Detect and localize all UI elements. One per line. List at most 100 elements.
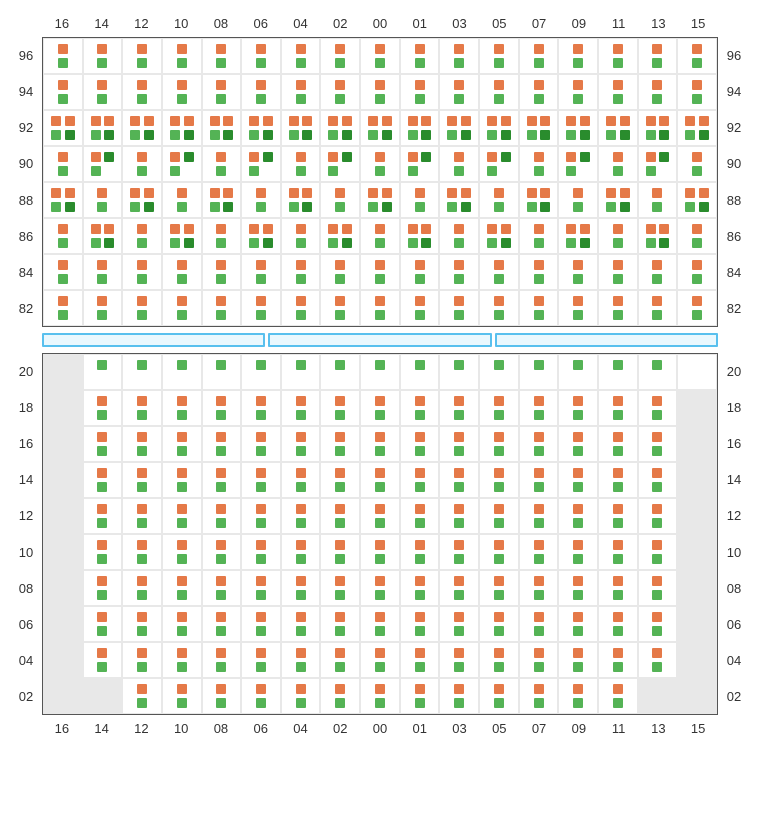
seat-cell[interactable] — [122, 606, 162, 642]
seat-cell[interactable] — [677, 570, 717, 606]
seat-cell[interactable] — [677, 606, 717, 642]
seat-cell[interactable] — [479, 110, 519, 146]
seat-cell[interactable] — [400, 290, 440, 326]
seat-cell[interactable] — [558, 462, 598, 498]
seat-cell[interactable] — [598, 146, 638, 182]
seat-cell[interactable] — [439, 218, 479, 254]
seat-cell[interactable] — [122, 498, 162, 534]
seat-cell[interactable] — [202, 462, 242, 498]
seat-cell[interactable] — [360, 534, 400, 570]
seat-cell[interactable] — [320, 38, 360, 74]
seat-cell[interactable] — [677, 354, 717, 390]
seat-cell[interactable] — [320, 390, 360, 426]
seat-cell[interactable] — [43, 390, 83, 426]
seat-cell[interactable] — [558, 290, 598, 326]
seat-cell[interactable] — [202, 390, 242, 426]
seat-cell[interactable] — [320, 254, 360, 290]
seat-cell[interactable] — [162, 570, 202, 606]
seat-cell[interactable] — [83, 74, 123, 110]
seat-cell[interactable] — [558, 218, 598, 254]
seat-cell[interactable] — [638, 110, 678, 146]
seat-cell[interactable] — [320, 606, 360, 642]
seat-cell[interactable] — [360, 254, 400, 290]
seat-cell[interactable] — [320, 218, 360, 254]
seat-cell[interactable] — [281, 146, 321, 182]
seat-cell[interactable] — [479, 498, 519, 534]
seat-cell[interactable] — [479, 390, 519, 426]
seat-cell[interactable] — [519, 498, 559, 534]
seat-cell[interactable] — [281, 462, 321, 498]
seat-cell[interactable] — [83, 642, 123, 678]
seat-cell[interactable] — [638, 38, 678, 74]
seat-cell[interactable] — [558, 498, 598, 534]
seat-cell[interactable] — [638, 74, 678, 110]
seat-cell[interactable] — [638, 426, 678, 462]
seat-cell[interactable] — [439, 254, 479, 290]
seat-cell[interactable] — [677, 426, 717, 462]
seat-cell[interactable] — [122, 218, 162, 254]
seat-cell[interactable] — [241, 606, 281, 642]
seat-cell[interactable] — [281, 498, 321, 534]
seat-cell[interactable] — [439, 390, 479, 426]
seat-cell[interactable] — [558, 534, 598, 570]
seat-cell[interactable] — [202, 642, 242, 678]
seat-cell[interactable] — [43, 110, 83, 146]
seat-cell[interactable] — [558, 390, 598, 426]
seat-cell[interactable] — [162, 462, 202, 498]
seat-cell[interactable] — [677, 390, 717, 426]
seat-cell[interactable] — [519, 678, 559, 714]
seat-cell[interactable] — [83, 426, 123, 462]
seat-cell[interactable] — [598, 462, 638, 498]
seat-cell[interactable] — [202, 110, 242, 146]
seat-cell[interactable] — [598, 110, 638, 146]
seat-cell[interactable] — [122, 678, 162, 714]
seat-cell[interactable] — [439, 110, 479, 146]
seat-cell[interactable] — [400, 38, 440, 74]
seat-cell[interactable] — [83, 390, 123, 426]
seat-cell[interactable] — [519, 254, 559, 290]
seat-cell[interactable] — [83, 354, 123, 390]
seat-cell[interactable] — [439, 354, 479, 390]
seat-cell[interactable] — [558, 182, 598, 218]
seat-cell[interactable] — [281, 218, 321, 254]
seat-cell[interactable] — [202, 290, 242, 326]
seat-cell[interactable] — [439, 182, 479, 218]
seat-cell[interactable] — [479, 38, 519, 74]
seat-cell[interactable] — [122, 570, 162, 606]
seat-cell[interactable] — [439, 678, 479, 714]
seat-cell[interactable] — [400, 110, 440, 146]
seat-cell[interactable] — [202, 678, 242, 714]
seat-cell[interactable] — [43, 642, 83, 678]
seat-cell[interactable] — [677, 462, 717, 498]
seat-cell[interactable] — [122, 254, 162, 290]
seat-cell[interactable] — [439, 462, 479, 498]
seat-cell[interactable] — [598, 570, 638, 606]
seat-cell[interactable] — [241, 74, 281, 110]
seat-cell[interactable] — [677, 218, 717, 254]
seat-cell[interactable] — [439, 38, 479, 74]
seat-cell[interactable] — [638, 354, 678, 390]
seat-cell[interactable] — [400, 426, 440, 462]
seat-cell[interactable] — [360, 110, 400, 146]
seat-cell[interactable] — [320, 290, 360, 326]
seat-cell[interactable] — [360, 390, 400, 426]
seat-cell[interactable] — [162, 390, 202, 426]
seat-cell[interactable] — [281, 534, 321, 570]
seat-cell[interactable] — [677, 290, 717, 326]
seat-cell[interactable] — [122, 462, 162, 498]
seat-cell[interactable] — [400, 74, 440, 110]
seat-cell[interactable] — [400, 182, 440, 218]
seat-cell[interactable] — [162, 38, 202, 74]
seat-cell[interactable] — [162, 254, 202, 290]
seat-cell[interactable] — [320, 498, 360, 534]
seat-cell[interactable] — [598, 354, 638, 390]
seat-cell[interactable] — [479, 426, 519, 462]
seat-cell[interactable] — [677, 498, 717, 534]
seat-cell[interactable] — [360, 462, 400, 498]
seat-cell[interactable] — [479, 678, 519, 714]
seat-cell[interactable] — [439, 606, 479, 642]
seat-cell[interactable] — [281, 354, 321, 390]
seat-cell[interactable] — [241, 182, 281, 218]
seat-cell[interactable] — [202, 182, 242, 218]
seat-cell[interactable] — [43, 606, 83, 642]
